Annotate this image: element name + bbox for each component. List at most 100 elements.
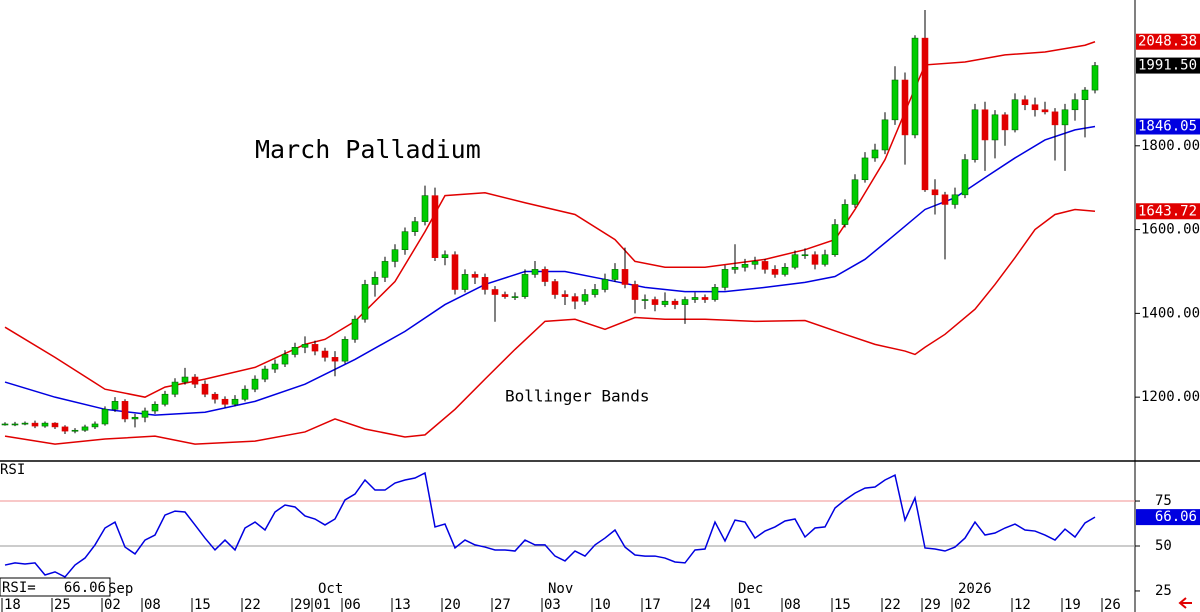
x-tick-label: 29 xyxy=(924,597,941,612)
x-tick-label: 13 xyxy=(394,597,411,612)
bollinger-band xyxy=(4,208,1096,445)
x-tick-label: 17 xyxy=(644,597,661,612)
rsi-marker-label: 66.06 xyxy=(1155,509,1197,525)
candle-body xyxy=(1,423,9,426)
x-tick-label: 02 xyxy=(954,597,971,612)
price-marker xyxy=(1136,118,1200,135)
candle-body xyxy=(161,393,169,405)
candle-body xyxy=(731,266,739,270)
candle-body xyxy=(901,79,909,136)
candle-body xyxy=(351,318,359,340)
candle-body xyxy=(231,398,239,405)
candle-body xyxy=(241,388,249,400)
x-tick-label: 29 xyxy=(294,597,311,612)
x-tick-label: 06 xyxy=(344,597,361,612)
month-label: Nov xyxy=(548,581,573,597)
candle-body xyxy=(591,289,599,295)
candle-body xyxy=(801,254,809,257)
candle-body xyxy=(941,194,949,205)
candle-body xyxy=(481,277,489,290)
x-tick-label: 22 xyxy=(244,597,261,612)
candle-body xyxy=(11,423,19,426)
price-marker-label: 1643.72 xyxy=(1138,203,1197,219)
x-tick-label: 19 xyxy=(1064,597,1081,612)
x-tick-label: 10 xyxy=(594,597,611,612)
candle-body xyxy=(141,410,149,418)
candle-body xyxy=(561,294,569,297)
month-label: Oct xyxy=(318,581,343,597)
price-marker xyxy=(1136,203,1200,220)
candle-body xyxy=(301,344,309,348)
candle-body xyxy=(581,294,589,302)
price-marker-label: 2048.38 xyxy=(1138,34,1197,50)
candle-body xyxy=(981,109,989,141)
candle-body xyxy=(421,195,429,222)
candle-body xyxy=(641,299,649,301)
y-tick-label: 1200.00 xyxy=(1141,389,1200,405)
candle-body xyxy=(891,79,899,121)
candle-body xyxy=(621,269,629,285)
x-tick-label: 15 xyxy=(194,597,211,612)
candle-body xyxy=(271,363,279,370)
rsi-tick-label: 25 xyxy=(1155,583,1172,599)
candle-body xyxy=(91,423,99,428)
x-tick-label: 26 xyxy=(1104,597,1121,612)
candle-body xyxy=(841,204,849,225)
candle-body xyxy=(921,37,929,191)
candle-body xyxy=(201,383,209,395)
price-marker-label: 1991.50 xyxy=(1138,58,1197,74)
candle-body xyxy=(251,378,259,390)
candle-body xyxy=(171,381,179,395)
candle-body xyxy=(441,254,449,258)
candle-body xyxy=(1021,99,1029,106)
candle-body xyxy=(651,299,659,305)
candle-body xyxy=(681,299,689,305)
candle-body xyxy=(71,429,79,432)
candle-body xyxy=(791,254,799,268)
candle-body xyxy=(751,261,759,265)
candle-body xyxy=(951,194,959,205)
candle-body xyxy=(511,296,519,298)
x-tick-label: 08 xyxy=(144,597,161,612)
rsi-readout-label: RSI= xyxy=(2,580,36,596)
candle-body xyxy=(401,231,409,250)
candle-body xyxy=(21,422,29,425)
scroll-arrow[interactable] xyxy=(1178,597,1192,609)
candle-body xyxy=(1011,99,1019,131)
rsi-readout-value: 66.06 xyxy=(64,580,106,596)
candle-body xyxy=(411,221,419,232)
candle-body xyxy=(361,284,369,320)
candle-body xyxy=(31,422,39,427)
candle-body xyxy=(1031,104,1039,111)
price-marker xyxy=(1136,57,1200,74)
month-label: Dec xyxy=(738,581,763,597)
candle-body xyxy=(461,274,469,290)
candle-body xyxy=(931,189,939,196)
candle-body xyxy=(131,416,139,420)
y-tick-label: 1400.00 xyxy=(1141,305,1200,321)
price-marker-label: 1846.05 xyxy=(1138,119,1197,135)
candle-body xyxy=(371,277,379,285)
candle-body xyxy=(611,269,619,280)
candle-body xyxy=(1091,65,1099,91)
candle-body xyxy=(701,297,709,300)
month-label: Sep xyxy=(108,581,133,597)
candle-body xyxy=(391,249,399,262)
candle-body xyxy=(221,398,229,405)
candle-body xyxy=(911,37,919,136)
candle-body xyxy=(491,289,499,295)
candle-body xyxy=(191,376,199,385)
candle-body xyxy=(831,224,839,256)
candle-body xyxy=(101,409,109,425)
x-tick-label: 18 xyxy=(4,597,21,612)
x-tick-label: 12 xyxy=(1014,597,1031,612)
candle-body xyxy=(451,254,459,290)
candle-body xyxy=(41,422,49,427)
x-tick-label: 20 xyxy=(444,597,461,612)
candle-body xyxy=(1051,111,1059,126)
candle-body xyxy=(661,300,669,305)
candle-body xyxy=(181,376,189,383)
candle-body xyxy=(961,159,969,196)
candle-body xyxy=(471,274,479,278)
